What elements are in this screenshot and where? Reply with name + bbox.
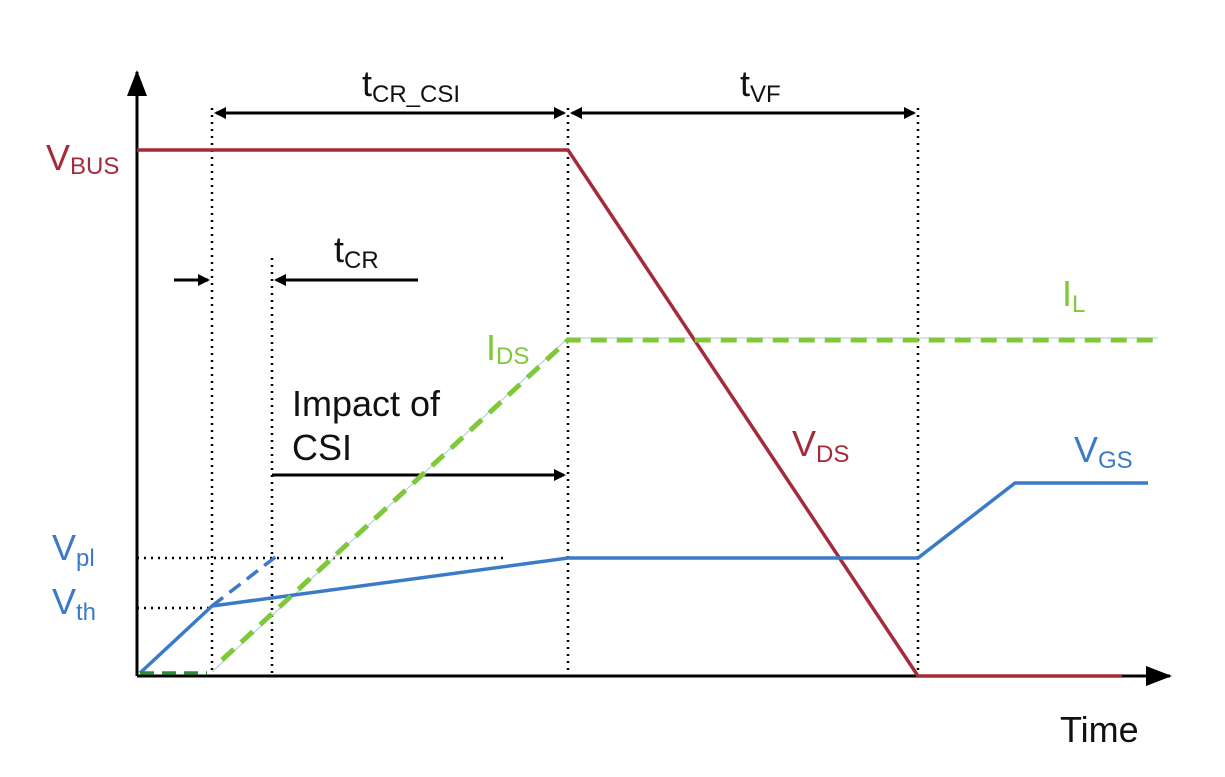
vbus-label: VBUS [46, 137, 119, 180]
time-axis-label: Time [1060, 709, 1139, 750]
ids-waveform [220, 337, 1158, 662]
vds-label: VDS [792, 423, 849, 468]
il-label: IL [1062, 273, 1085, 318]
impact-label-line1: Impact of [292, 383, 441, 424]
vgs-waveform [138, 481, 1148, 675]
ids-label: IDS [486, 327, 529, 370]
vpl-label: Vpl [52, 527, 95, 572]
vgs-extrapolation-dashed [210, 553, 280, 608]
t-cr-label: tCR [334, 229, 379, 274]
vds-waveform [137, 148, 1122, 678]
dotted-reference-lines [137, 108, 920, 676]
vgs-label: VGS [1074, 429, 1133, 474]
t-vf-label: tVF [740, 63, 781, 108]
impact-label-line2: CSI [292, 427, 352, 468]
t-cr-csi-label: tCR_CSI [362, 63, 460, 108]
vth-label: Vth [52, 581, 96, 626]
